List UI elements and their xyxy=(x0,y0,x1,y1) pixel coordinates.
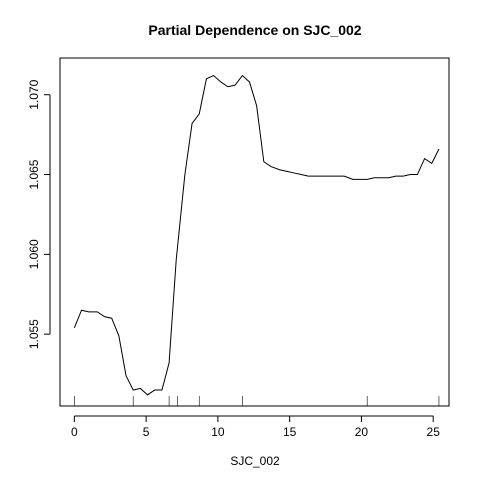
plot-frame xyxy=(59,57,450,407)
x-tick-label-0: 0 xyxy=(71,425,78,439)
x-tick-label-5: 25 xyxy=(427,425,441,439)
series-line-0 xyxy=(73,74,440,396)
y-tick-label-0: 1.055 xyxy=(27,319,41,349)
x-tick-label-4: 20 xyxy=(355,425,369,439)
x-tick-label-2: 10 xyxy=(211,425,225,439)
x-axis-label: SJC_002 xyxy=(230,454,280,468)
x-tick-label-3: 15 xyxy=(283,425,297,439)
rug-group xyxy=(74,396,440,406)
y-tick-label-2: 1.065 xyxy=(27,159,41,189)
chart-title: Partial Dependence on SJC_002 xyxy=(148,22,361,38)
series-group xyxy=(73,74,440,396)
x-tick-label-1: 5 xyxy=(143,425,150,439)
y-axis: 1.055 1.060 1.065 1.070 xyxy=(27,79,51,349)
y-tick-label-1: 1.060 xyxy=(27,239,41,269)
x-axis: 0 5 10 15 20 25 xyxy=(71,415,441,439)
y-tick-label-3: 1.070 xyxy=(27,79,41,109)
